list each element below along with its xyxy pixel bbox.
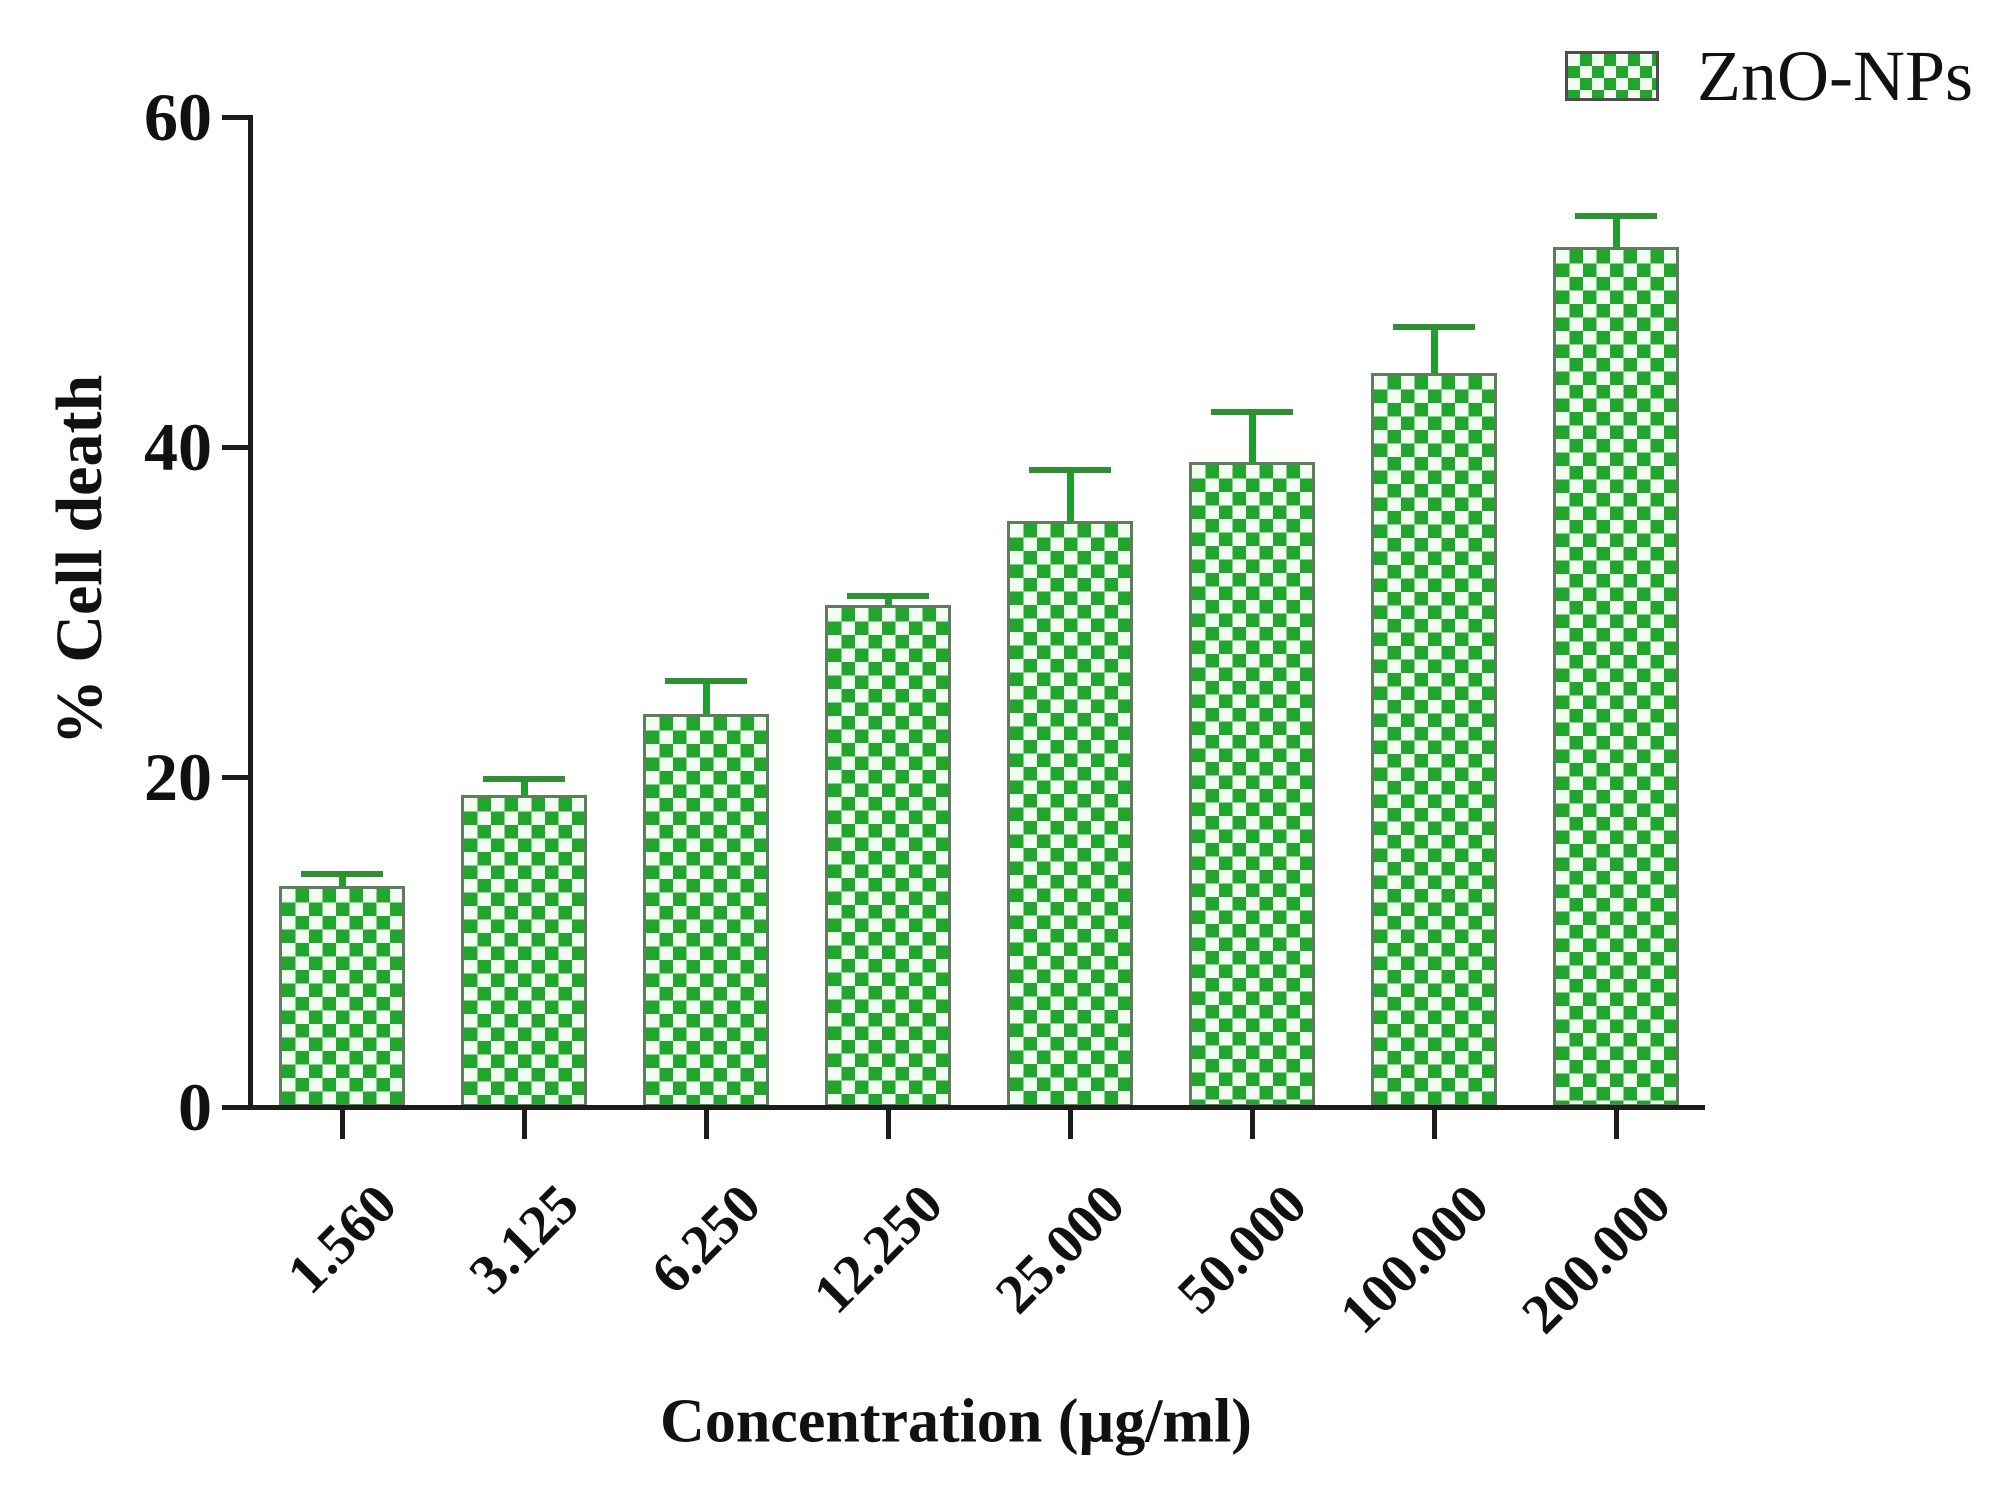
error-bar-stem: [1431, 326, 1438, 373]
error-bar-cap: [665, 678, 747, 685]
x-tick-label: 1.560: [275, 1172, 409, 1306]
x-tick-mark: [340, 1109, 345, 1139]
x-axis-line: [222, 1105, 1705, 1110]
error-bar-cap: [1393, 323, 1475, 330]
x-tick-label: 200.000: [1510, 1172, 1683, 1346]
error-bar-stem: [1613, 216, 1620, 248]
error-bar-stem: [339, 874, 346, 886]
x-tick-label: 50.000: [1165, 1172, 1319, 1326]
x-tick-label: 3.125: [457, 1172, 591, 1306]
x-tick-mark: [1068, 1109, 1073, 1139]
x-tick-label: 100.000: [1328, 1172, 1501, 1346]
error-bar-cap: [301, 871, 383, 878]
x-tick-label: 6.250: [639, 1172, 773, 1306]
x-axis-title: Concentration (µg/ml): [660, 1387, 1252, 1456]
legend: ZnO-NPs: [1565, 40, 1973, 112]
error-bar-stem: [521, 778, 528, 796]
x-tick-mark: [1432, 1109, 1437, 1139]
y-tick-mark: [222, 115, 250, 120]
bar-200.000: [1553, 247, 1679, 1107]
x-tick-mark: [704, 1109, 709, 1139]
error-bar-cap: [1575, 213, 1657, 219]
error-bar-stem: [1249, 412, 1256, 462]
x-tick-label: 25.000: [983, 1172, 1137, 1326]
bar-25.000: [1007, 521, 1133, 1107]
error-bar-cap: [847, 592, 929, 599]
error-bar-stem: [703, 681, 710, 715]
y-tick-label: 0: [178, 1069, 212, 1145]
x-tick-mark: [886, 1109, 891, 1139]
bar-50.000: [1189, 461, 1315, 1107]
error-bar-cap: [483, 775, 565, 782]
error-bar-stem: [885, 595, 892, 606]
bar-100.000: [1371, 372, 1497, 1107]
y-tick-label: 40: [144, 409, 212, 485]
error-bar-cap: [1029, 467, 1111, 474]
y-tick-label: 20: [144, 739, 212, 815]
x-tick-mark: [522, 1109, 527, 1139]
y-tick-mark: [222, 445, 250, 450]
y-tick-label: 60: [144, 79, 212, 155]
y-tick-mark: [222, 775, 250, 780]
x-tick-mark: [1614, 1109, 1619, 1139]
legend-label: ZnO-NPs: [1697, 36, 1974, 116]
y-axis-line: [248, 115, 253, 1109]
x-tick-label: 12.250: [801, 1172, 955, 1326]
bar-6.250: [643, 714, 769, 1107]
bar-1.560: [279, 885, 405, 1107]
legend-swatch-checker: [1565, 51, 1659, 101]
error-bar-cap: [1211, 409, 1293, 416]
error-bar-stem: [1067, 470, 1074, 522]
bar-3.125: [461, 795, 587, 1107]
x-tick-mark: [1250, 1109, 1255, 1139]
bar-12.250: [825, 605, 951, 1107]
